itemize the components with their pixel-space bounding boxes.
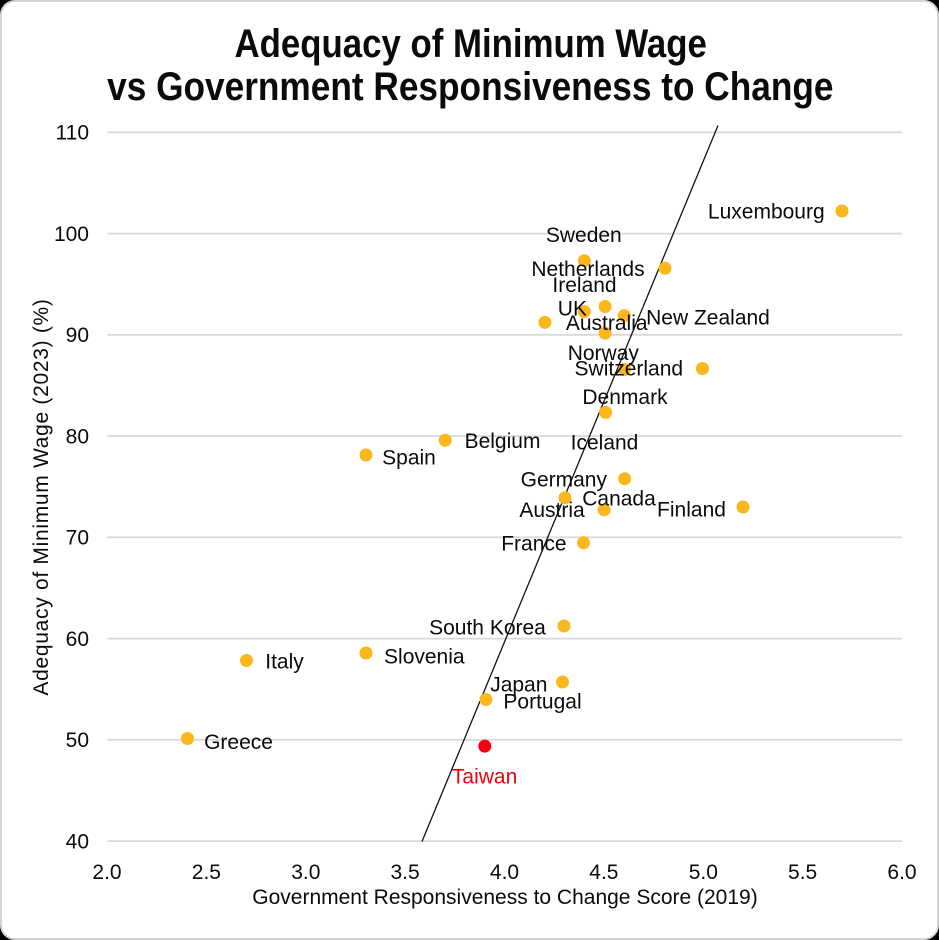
- svg-text:Switzerland: Switzerland: [575, 358, 684, 381]
- svg-text:UK: UK: [558, 298, 587, 321]
- svg-text:90: 90: [66, 324, 89, 347]
- svg-text:40: 40: [66, 830, 89, 853]
- svg-text:Finland: Finland: [657, 499, 726, 522]
- svg-text:Spain: Spain: [382, 447, 436, 470]
- svg-text:110: 110: [56, 122, 89, 145]
- svg-text:Iceland: Iceland: [571, 432, 639, 455]
- svg-text:vs Government Responsiveness t: vs Government Responsiveness to Change: [107, 64, 833, 109]
- svg-text:Adequacy of Minimum Wage: Adequacy of Minimum Wage: [235, 21, 707, 66]
- svg-text:Sweden: Sweden: [546, 224, 622, 247]
- svg-text:Greece: Greece: [204, 731, 273, 754]
- svg-text:Slovenia: Slovenia: [384, 646, 465, 669]
- svg-text:60: 60: [66, 628, 89, 651]
- svg-text:New Zealand: New Zealand: [646, 307, 770, 330]
- svg-text:2.0: 2.0: [92, 861, 121, 884]
- svg-text:Ireland: Ireland: [552, 274, 616, 297]
- svg-text:Italy: Italy: [265, 651, 304, 674]
- svg-text:Germany: Germany: [521, 469, 608, 492]
- svg-text:100: 100: [54, 223, 89, 246]
- svg-text:4.0: 4.0: [490, 861, 519, 884]
- svg-text:3.5: 3.5: [390, 861, 419, 884]
- svg-text:Belgium: Belgium: [465, 430, 541, 453]
- svg-text:South Korea: South Korea: [429, 617, 546, 640]
- svg-text:3.0: 3.0: [291, 861, 320, 884]
- svg-text:Canada: Canada: [582, 488, 656, 511]
- svg-text:Japan: Japan: [490, 674, 547, 697]
- svg-text:6.0: 6.0: [887, 861, 916, 884]
- svg-text:5.5: 5.5: [788, 861, 817, 884]
- svg-text:Denmark: Denmark: [582, 386, 668, 409]
- svg-text:Taiwan: Taiwan: [452, 765, 517, 788]
- svg-text:France: France: [501, 533, 566, 556]
- svg-text:80: 80: [66, 425, 89, 448]
- svg-text:50: 50: [66, 729, 89, 752]
- svg-text:4.5: 4.5: [589, 861, 618, 884]
- svg-text:5.0: 5.0: [689, 861, 718, 884]
- svg-text:Government Responsiveness to C: Government Responsiveness to Change Scor…: [252, 886, 757, 909]
- svg-text:70: 70: [66, 527, 89, 550]
- svg-text:Netherlands: Netherlands: [531, 258, 644, 281]
- svg-text:2.5: 2.5: [192, 861, 221, 884]
- svg-text:Australia: Australia: [566, 312, 648, 335]
- svg-text:Luxembourg: Luxembourg: [708, 201, 825, 224]
- svg-text:Austria: Austria: [519, 499, 585, 522]
- svg-text:Norway: Norway: [568, 342, 640, 365]
- svg-text:Adequacy of Minimum Wage (2023: Adequacy of Minimum Wage (2023) (%): [30, 298, 53, 695]
- svg-text:Portugal: Portugal: [503, 691, 581, 714]
